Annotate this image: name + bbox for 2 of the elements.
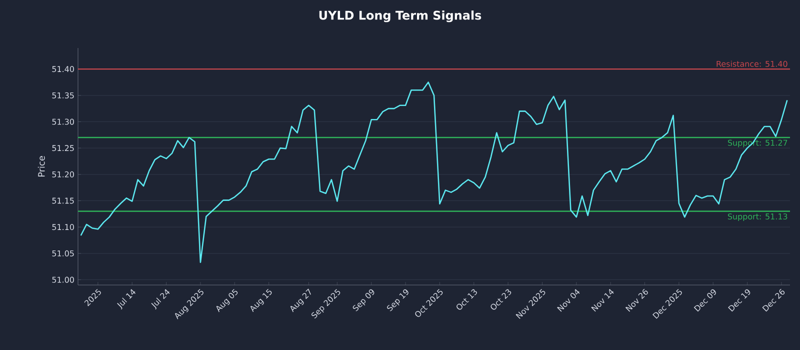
y-axis-title: Price	[38, 156, 45, 177]
chart-title: UYLD Long Term Signals	[319, 10, 482, 22]
